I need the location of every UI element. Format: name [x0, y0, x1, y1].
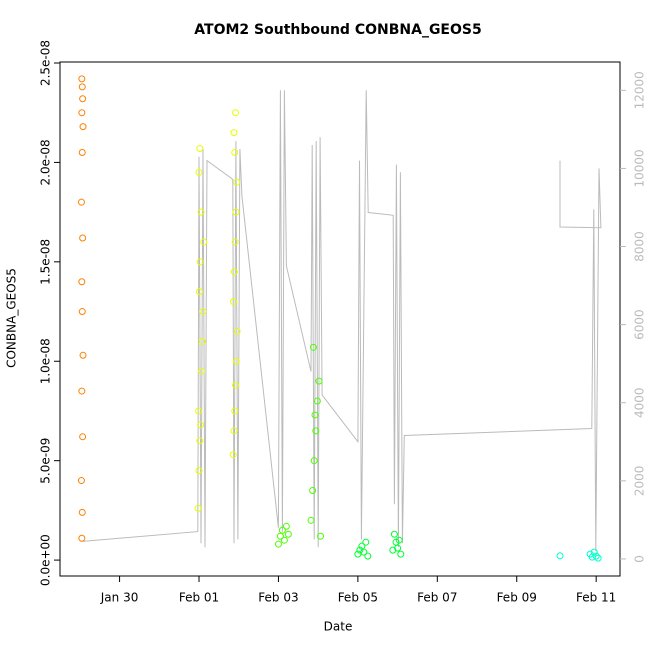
- data-point: [395, 536, 403, 544]
- data-point: [312, 427, 320, 435]
- data-point: [79, 351, 87, 359]
- data-point: [197, 367, 205, 375]
- data-point: [197, 421, 205, 429]
- data-point: [362, 538, 370, 546]
- data-point: [78, 75, 86, 83]
- data-point: [394, 544, 402, 552]
- data-point: [354, 550, 362, 558]
- data-point: [232, 381, 240, 389]
- y-tick-label: 1.0e-08: [39, 338, 53, 384]
- data-point: [195, 168, 203, 176]
- data-point: [309, 486, 317, 494]
- data-point: [229, 451, 237, 459]
- data-point: [232, 208, 240, 216]
- x-tick-label: Feb 09: [497, 591, 537, 605]
- altitude-line: [82, 90, 602, 552]
- data-point: [309, 343, 317, 351]
- data-point: [77, 477, 85, 485]
- data-point: [311, 411, 319, 419]
- x-tick-label: Feb 01: [179, 591, 219, 605]
- y-tick-label: 1.5e-08: [39, 239, 53, 285]
- data-point: [233, 327, 241, 335]
- data-point: [390, 530, 398, 538]
- data-point: [194, 504, 202, 512]
- x-tick-label: Jan 30: [100, 591, 139, 605]
- data-point: [196, 437, 204, 445]
- data-point: [79, 234, 87, 242]
- data-point: [77, 198, 85, 206]
- data-point: [195, 407, 203, 415]
- plot-frame: [59, 61, 621, 577]
- y-tick-label: 0.0e+00: [39, 534, 53, 586]
- data-point: [231, 238, 239, 246]
- data-point: [232, 109, 240, 117]
- data-point: [278, 526, 286, 534]
- data-point: [276, 532, 284, 540]
- x-tick-label: Feb 11: [576, 591, 616, 605]
- data-point: [78, 148, 86, 156]
- data-point: [79, 123, 87, 131]
- data-point: [274, 540, 282, 548]
- data-point: [310, 457, 318, 465]
- data-point: [360, 548, 368, 556]
- data-point: [78, 109, 86, 117]
- data-point: [230, 268, 238, 276]
- data-point: [198, 337, 206, 345]
- x-tick-label: Feb 07: [417, 591, 457, 605]
- y2-tick-label: 0: [633, 555, 647, 563]
- data-point: [233, 178, 241, 186]
- y-tick-label: 2.0e-08: [39, 139, 53, 185]
- y2-tick-label: 4000: [633, 387, 647, 418]
- data-point: [231, 407, 239, 415]
- y-axis-label: CONBNA_GEOS5: [5, 268, 19, 368]
- y2-tick-label: 10000: [633, 149, 647, 187]
- data-point: [364, 552, 372, 560]
- data-point: [317, 532, 325, 540]
- chart-title: ATOM2 Southbound CONBNA_GEOS5: [194, 22, 481, 38]
- y2-tick-label: 2000: [633, 466, 647, 497]
- data-point: [78, 508, 86, 516]
- y-tick-label: 5.0e-09: [39, 438, 53, 484]
- data-point: [315, 377, 323, 385]
- data-point: [397, 550, 405, 558]
- y-tick-label: 2.5e-08: [39, 40, 53, 86]
- data-point: [200, 238, 208, 246]
- data-point: [307, 516, 315, 524]
- data-point: [282, 522, 290, 530]
- data-point: [195, 467, 203, 475]
- data-point: [196, 258, 204, 266]
- data-point: [79, 433, 87, 441]
- data-point: [313, 397, 321, 405]
- data-point: [199, 308, 207, 316]
- data-point: [284, 530, 292, 538]
- data-point: [556, 552, 564, 560]
- data-point: [232, 357, 240, 365]
- data-point: [356, 546, 364, 554]
- x-tick-label: Feb 03: [258, 591, 298, 605]
- data-point: [358, 542, 366, 550]
- data-point: [78, 278, 86, 286]
- data-point: [79, 95, 87, 103]
- data-point: [230, 129, 238, 137]
- x-tick-label: Feb 05: [338, 591, 378, 605]
- y2-tick-label: 8000: [633, 231, 647, 262]
- data-point: [592, 552, 600, 560]
- data-point: [590, 548, 598, 556]
- data-point: [230, 298, 238, 306]
- data-point: [78, 387, 86, 395]
- data-point: [78, 534, 86, 542]
- data-point: [195, 288, 203, 296]
- y2-tick-label: 12000: [633, 71, 647, 109]
- data-point: [231, 148, 239, 156]
- data-point: [230, 427, 238, 435]
- data-point: [78, 83, 86, 91]
- data-point: [78, 308, 86, 316]
- data-point: [280, 536, 288, 544]
- x-axis-label: Date: [324, 620, 353, 634]
- data-point: [196, 144, 204, 152]
- data-point: [197, 208, 205, 216]
- y2-tick-label: 6000: [633, 309, 647, 340]
- data-point: [594, 554, 602, 562]
